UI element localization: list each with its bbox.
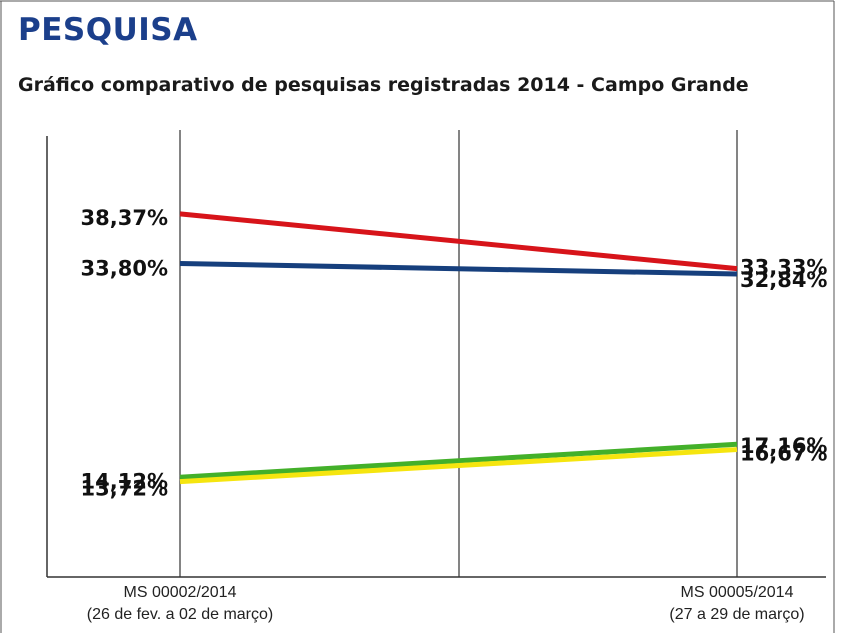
- x-tick-label: MS 00005/2014: [681, 584, 794, 601]
- data-label: 33,80%: [81, 257, 168, 281]
- data-label: 14,12%: [81, 469, 168, 493]
- data-label: 32,84%: [740, 268, 827, 292]
- data-label: 33,33%: [740, 256, 827, 280]
- x-tick-sublabel: (27 a 29 de março): [669, 606, 804, 623]
- series-line-4: [179, 447, 738, 485]
- series-line-1: [179, 211, 738, 272]
- data-label: 16,67%: [740, 442, 827, 466]
- series-line-3: [179, 441, 738, 480]
- data-label: 17,16%: [740, 434, 827, 458]
- section-heading: PESQUISA: [18, 12, 198, 48]
- data-label: 38,37%: [81, 206, 168, 230]
- chart-title: Gráfico comparativo de pesquisas registr…: [18, 74, 749, 96]
- x-tick-sublabel: (26 de fev. a 02 de março): [87, 606, 273, 623]
- data-label: 13,72%: [81, 477, 168, 501]
- series-line-2: [179, 261, 738, 277]
- x-tick-label: MS 00002/2014: [124, 584, 237, 601]
